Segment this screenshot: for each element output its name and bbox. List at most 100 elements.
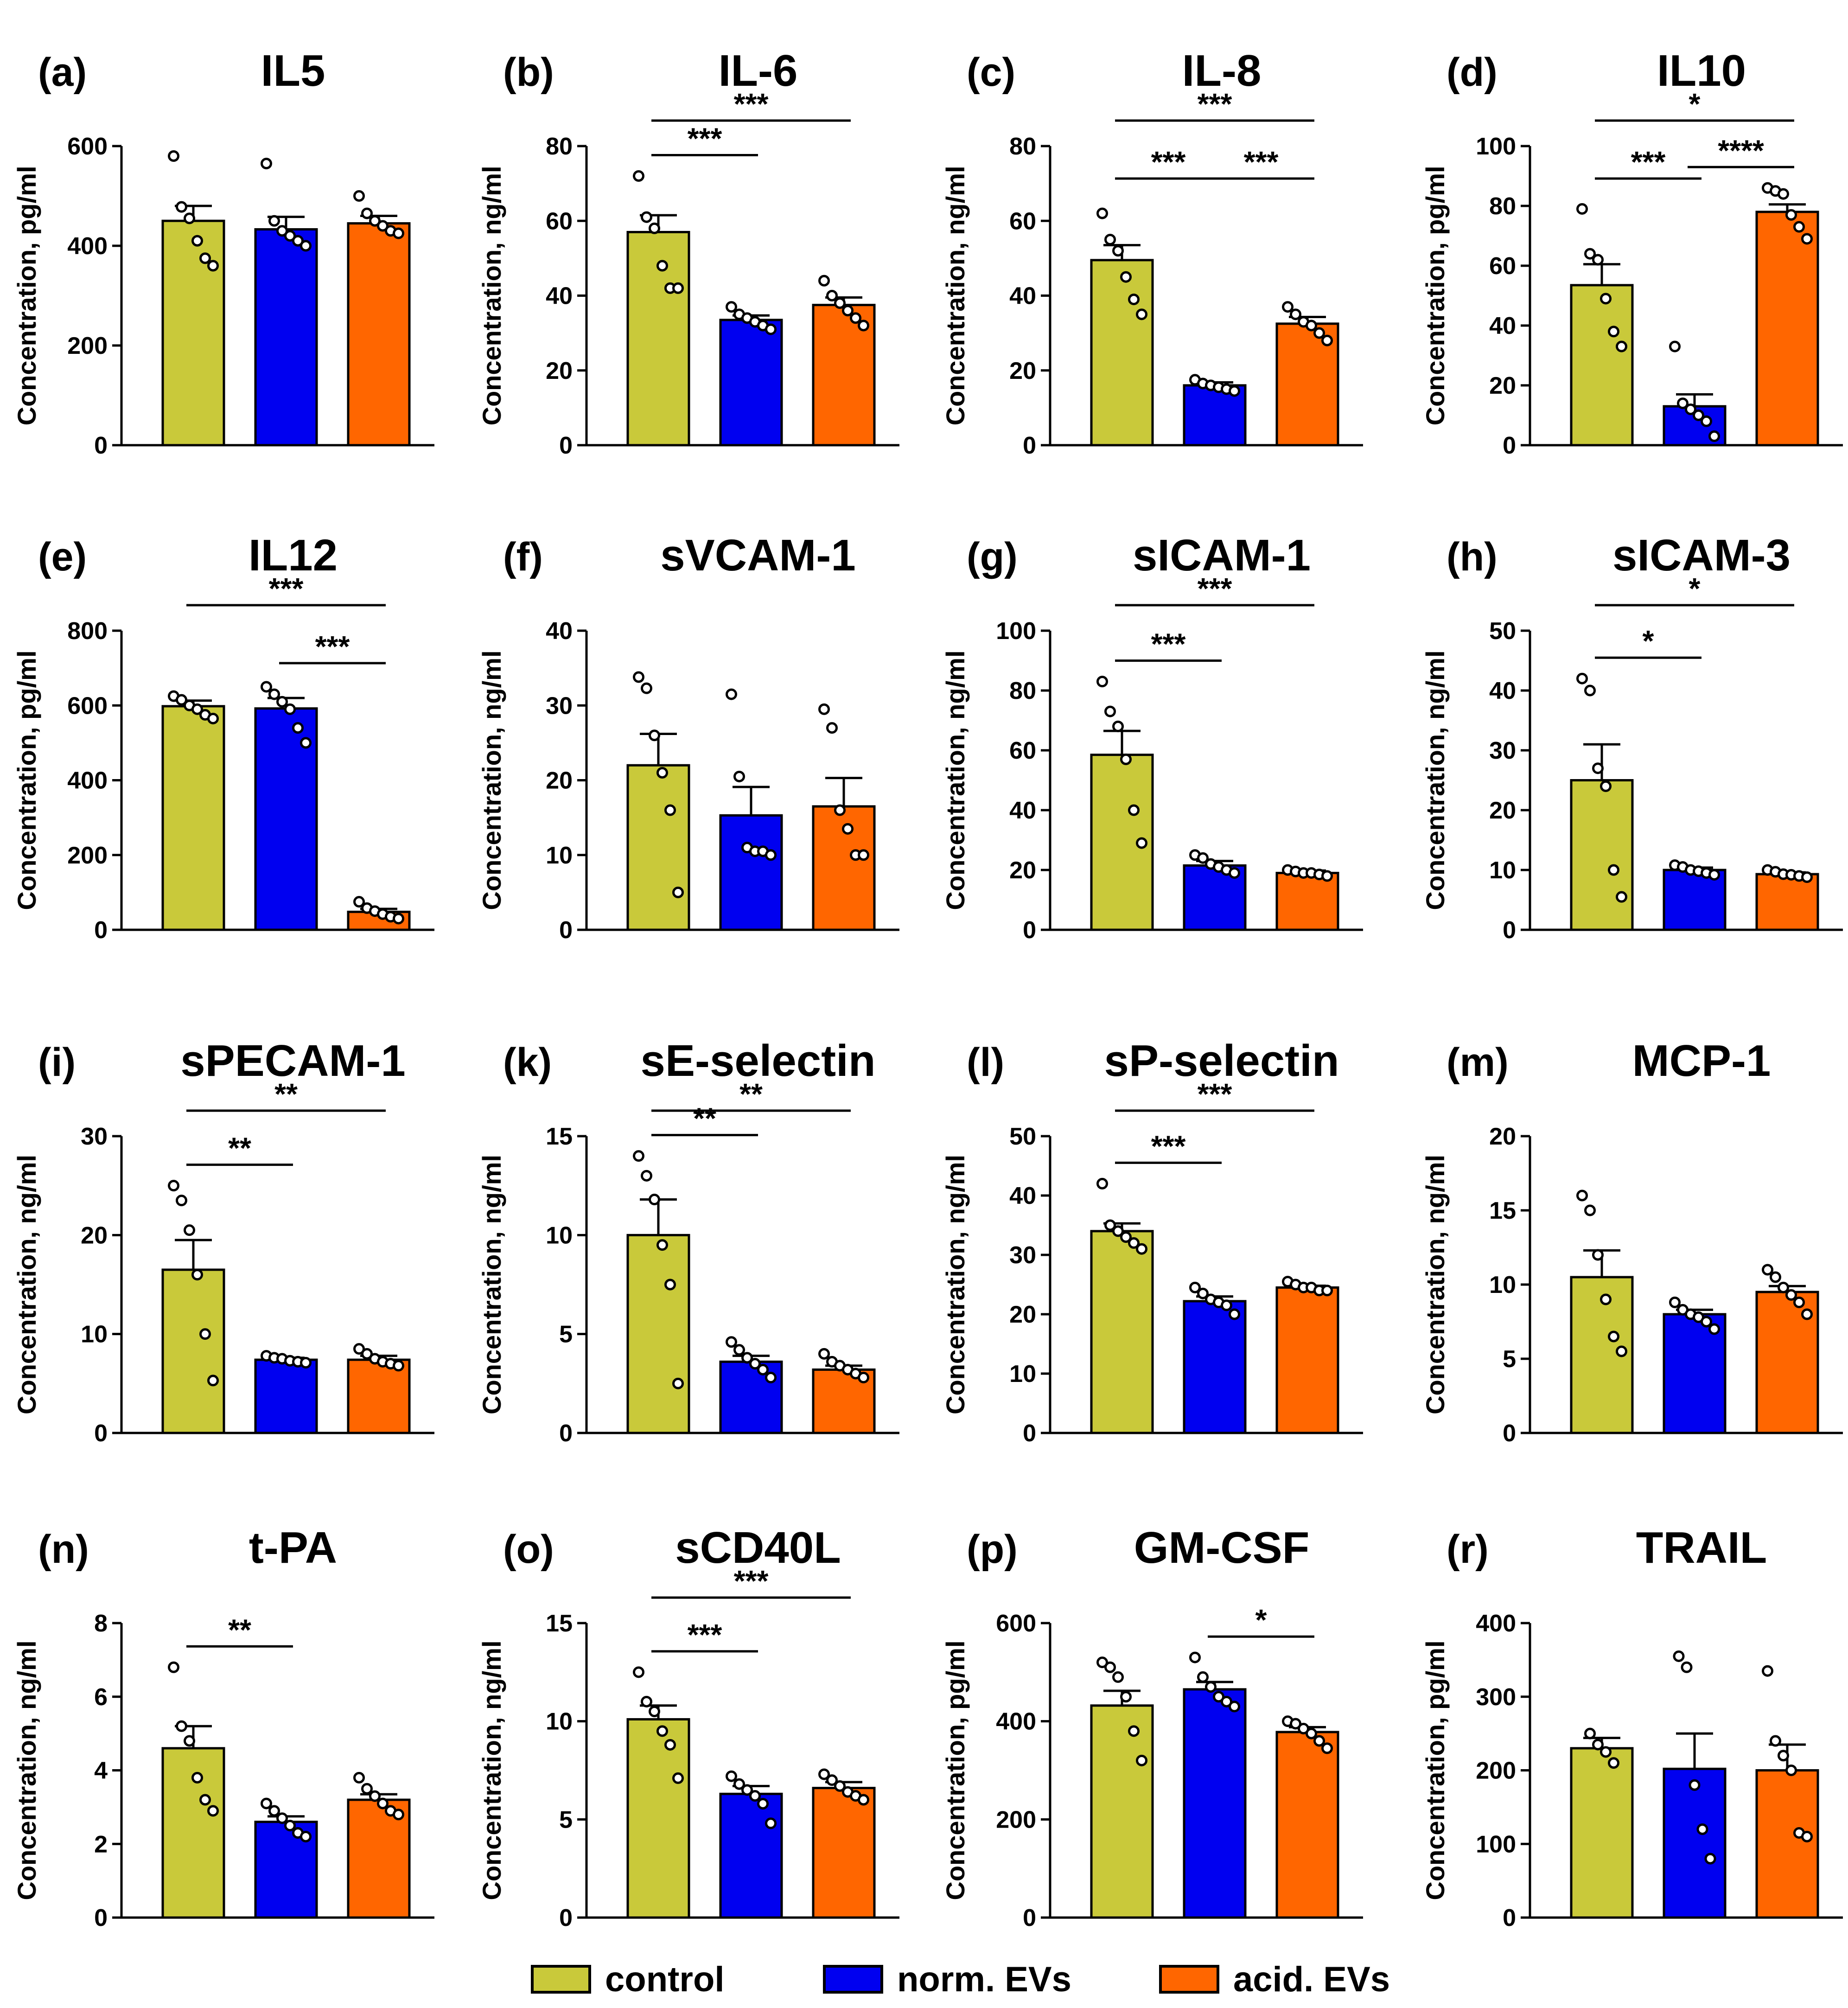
legend: control norm. EVs acid. EVs bbox=[531, 1956, 1588, 2002]
data-point bbox=[1198, 1672, 1208, 1682]
data-point bbox=[363, 1784, 372, 1793]
data-point bbox=[859, 1795, 868, 1804]
data-point bbox=[1122, 1692, 1131, 1701]
y-tick-label: 100 bbox=[1476, 1831, 1516, 1858]
bar-acid-evs bbox=[348, 224, 409, 445]
data-point bbox=[1114, 246, 1123, 256]
data-point bbox=[355, 1773, 364, 1782]
data-point bbox=[169, 1663, 178, 1672]
panel-il12: (e) IL12Concentration, pg/ml0200400600800… bbox=[12, 531, 434, 944]
data-point bbox=[658, 1241, 667, 1250]
data-point bbox=[1315, 1736, 1324, 1746]
data-point bbox=[185, 1736, 194, 1746]
significance-label: *** bbox=[269, 572, 304, 605]
panel-label: (l) bbox=[967, 1040, 1004, 1085]
y-axis-label: Concentration, ng/ml bbox=[12, 1155, 41, 1414]
bar-control bbox=[628, 1235, 689, 1433]
y-tick-label: 30 bbox=[1489, 737, 1516, 764]
data-point bbox=[209, 261, 218, 270]
bar-control bbox=[1091, 260, 1153, 445]
y-axis-label: Concentration, ng/ml bbox=[941, 1155, 970, 1414]
data-point bbox=[201, 1330, 210, 1339]
y-tick-label: 200 bbox=[67, 333, 108, 359]
data-point bbox=[1578, 674, 1587, 683]
data-point bbox=[1098, 677, 1107, 686]
y-tick-label: 50 bbox=[1489, 618, 1516, 645]
panel-label: (h) bbox=[1447, 535, 1498, 579]
significance-label: * bbox=[1643, 624, 1654, 658]
y-axis-label: Concentration, pg/ml bbox=[12, 166, 41, 426]
chart-title: sVCAM-1 bbox=[660, 531, 855, 580]
y-tick-label: 60 bbox=[1489, 253, 1516, 280]
y-tick-label: 80 bbox=[1009, 678, 1036, 704]
y-tick-label: 5 bbox=[559, 1806, 573, 1833]
y-tick-label: 0 bbox=[559, 432, 573, 459]
data-point bbox=[286, 704, 295, 714]
data-point bbox=[766, 1373, 776, 1382]
y-tick-label: 0 bbox=[1503, 917, 1516, 944]
bar-control bbox=[1571, 1748, 1632, 1918]
data-point bbox=[1283, 302, 1293, 312]
y-tick-label: 600 bbox=[996, 1610, 1036, 1637]
y-tick-label: 20 bbox=[1489, 797, 1516, 824]
data-point bbox=[1710, 1324, 1719, 1334]
data-point bbox=[735, 772, 744, 781]
significance-label: * bbox=[1689, 572, 1701, 605]
significance-label: *** bbox=[1244, 145, 1279, 179]
chart-title: TRAIL bbox=[1636, 1523, 1767, 1573]
bar-control bbox=[1091, 1231, 1153, 1433]
data-point bbox=[378, 1799, 388, 1808]
panel-label: (g) bbox=[967, 535, 1018, 579]
data-point bbox=[394, 1810, 403, 1819]
y-tick-label: 20 bbox=[81, 1222, 108, 1249]
bar-norm-evs bbox=[1664, 1769, 1725, 1918]
y-tick-label: 10 bbox=[1009, 1361, 1036, 1388]
chart-title: IL5 bbox=[261, 46, 325, 96]
data-point bbox=[270, 690, 279, 699]
data-point bbox=[758, 1799, 768, 1808]
data-point bbox=[1593, 1250, 1603, 1260]
panel-il5: (a) IL5 Concentration, pg/ml 0 200 400 600 bbox=[12, 46, 434, 459]
data-point bbox=[262, 1799, 271, 1808]
legend-label-acid-evs: acid. EVs bbox=[1233, 1959, 1390, 2000]
data-point bbox=[1803, 1310, 1812, 1319]
bar-norm-evs bbox=[720, 815, 782, 930]
y-tick-label: 40 bbox=[546, 618, 573, 645]
panel-sp-selectin: (l) sP-selectinConcentration, ng/ml010203… bbox=[941, 1036, 1363, 1447]
bar-norm-evs bbox=[720, 320, 782, 445]
data-point bbox=[1710, 432, 1719, 441]
legend-item-acid-evs: acid. EVs bbox=[1159, 1956, 1390, 2002]
y-axis-label: Concentration, ng/ml bbox=[477, 651, 506, 910]
y-tick-label: 600 bbox=[67, 133, 108, 160]
data-point bbox=[1137, 1244, 1147, 1253]
y-tick-label: 60 bbox=[1009, 208, 1036, 235]
data-point bbox=[634, 1668, 644, 1677]
y-tick-label: 400 bbox=[1476, 1610, 1516, 1637]
data-point bbox=[1617, 892, 1626, 902]
y-tick-label: 10 bbox=[1489, 857, 1516, 884]
data-point bbox=[270, 216, 279, 225]
bar-control bbox=[1571, 780, 1632, 930]
y-axis-label: Concentration, pg/ml bbox=[12, 651, 41, 910]
significance-label: ** bbox=[274, 1077, 298, 1111]
data-point bbox=[201, 254, 210, 263]
chart-title: sICAM-3 bbox=[1612, 531, 1791, 580]
bar-control bbox=[163, 706, 224, 930]
data-point bbox=[1106, 1663, 1115, 1672]
y-tick-label: 2 bbox=[94, 1831, 108, 1858]
data-point bbox=[1593, 255, 1603, 264]
y-tick-label: 10 bbox=[546, 1222, 573, 1249]
y-tick-label: 60 bbox=[546, 208, 573, 235]
panel-label: (o) bbox=[503, 1527, 554, 1572]
y-tick-label: 800 bbox=[67, 618, 108, 645]
y-tick-label: 200 bbox=[67, 842, 108, 869]
data-point bbox=[394, 1361, 403, 1370]
y-tick-label: 20 bbox=[1489, 372, 1516, 399]
y-tick-label: 10 bbox=[546, 842, 573, 869]
y-tick-label: 40 bbox=[1489, 313, 1516, 339]
data-point bbox=[674, 1773, 683, 1783]
data-point bbox=[1601, 1747, 1611, 1757]
chart-title: IL10 bbox=[1657, 46, 1746, 96]
data-point bbox=[766, 325, 776, 334]
y-tick-label: 40 bbox=[1009, 283, 1036, 310]
